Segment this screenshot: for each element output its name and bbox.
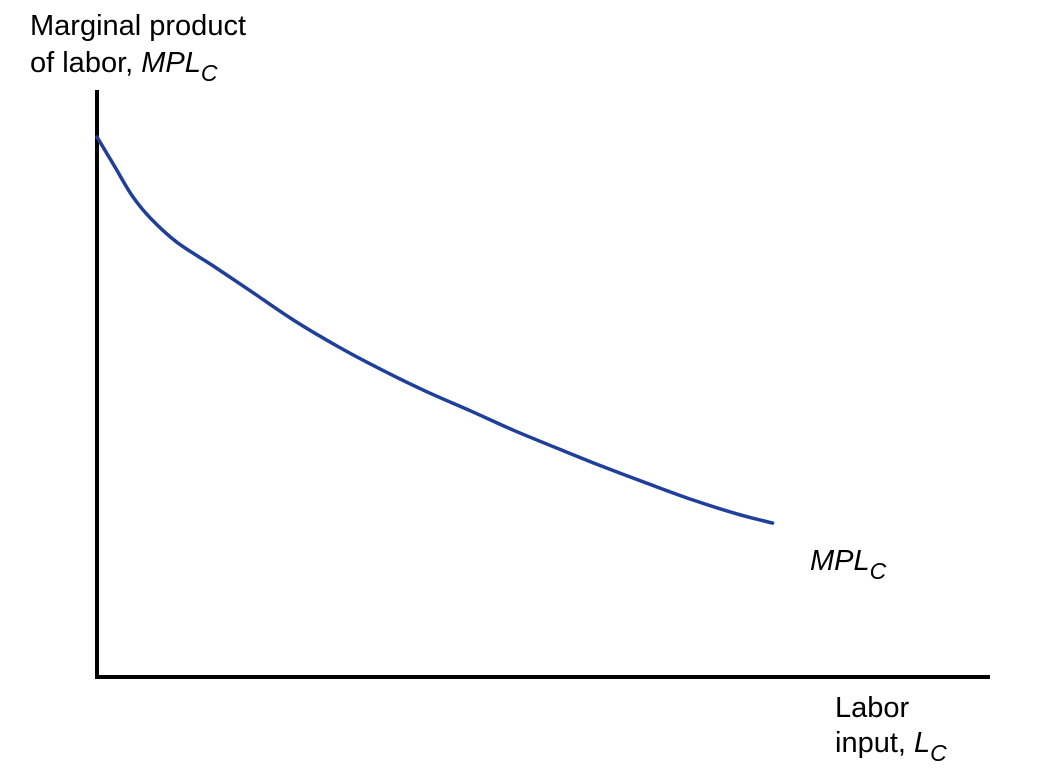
- x-axis-title-subscript: C: [930, 740, 947, 766]
- series-line-mplc: [95, 135, 775, 525]
- x-axis-title-line2: input, LC: [835, 727, 947, 766]
- x-axis-title-line1: Labor: [835, 692, 910, 724]
- y-axis-title-subscript: C: [201, 60, 218, 86]
- series-label-variable: MPL: [810, 545, 870, 577]
- x-axis-title-variable: L: [914, 727, 930, 759]
- x-axis-title-prefix: input,: [835, 727, 914, 759]
- series-label-mplc: MPLC: [810, 545, 887, 584]
- y-axis-title-line2: of labor, MPLC: [30, 47, 218, 86]
- series-label-subscript: C: [870, 558, 887, 584]
- y-axis-title-prefix: of labor,: [30, 47, 141, 79]
- y-axis-title-variable: MPL: [141, 47, 201, 79]
- y-axis-title-line1: Marginal product: [30, 10, 246, 42]
